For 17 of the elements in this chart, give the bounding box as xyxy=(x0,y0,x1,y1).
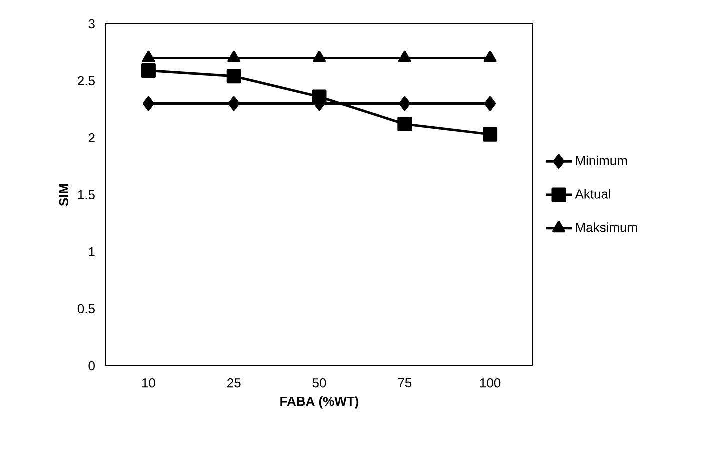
y-axis-title: SIM xyxy=(59,184,69,206)
x-tick-label: 75 xyxy=(398,378,412,388)
legend-label: Maksimum xyxy=(576,222,638,232)
x-tick-label: 50 xyxy=(312,378,326,388)
x-tick-label: 10 xyxy=(142,378,156,388)
y-tick-label: 2 xyxy=(88,133,95,143)
legend-label: Aktual xyxy=(575,189,611,199)
x-tick-label: 25 xyxy=(228,378,241,388)
x-axis-title: FABA (%WT) xyxy=(280,396,359,409)
y-tick-label: 0 xyxy=(88,361,95,371)
x-tick-label: 100 xyxy=(480,378,501,388)
y-tick-label: 1 xyxy=(89,248,95,256)
y-tick-label: 0.5 xyxy=(78,304,95,314)
y-tick-label: 2.5 xyxy=(78,76,95,86)
y-tick-label: 3 xyxy=(88,19,95,29)
legend-label: Minimum xyxy=(576,156,628,166)
y-tick-label: 1.5 xyxy=(78,190,95,200)
